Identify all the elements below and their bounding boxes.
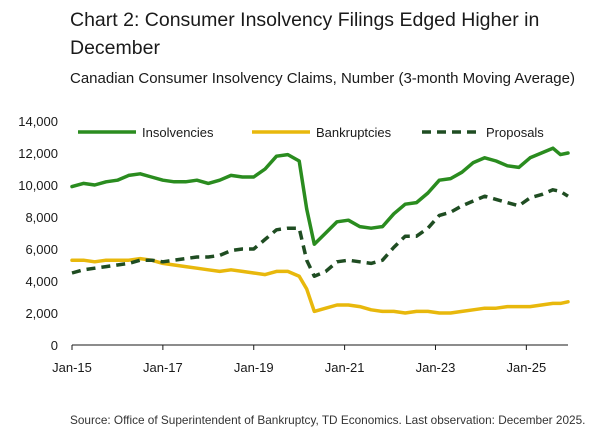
y-tick-label: 4,000: [25, 274, 58, 289]
x-tick-label: Jan-19: [234, 360, 274, 375]
legend-label-proposals: Proposals: [486, 125, 544, 140]
x-tick-label: Jan-21: [325, 360, 365, 375]
chart-source: Source: Office of Superintendent of Bank…: [70, 413, 586, 427]
x-tick-label: Jan-17: [143, 360, 183, 375]
y-tick-label: 12,000: [18, 146, 58, 161]
legend: Insolvencies Bankruptcies Proposals: [78, 125, 544, 140]
y-tick-label: 0: [51, 338, 58, 353]
chart-title: Chart 2: Consumer Insolvency Filings Edg…: [70, 9, 540, 59]
y-axis: 0 2,000 4,000 6,000 8,000 10,000 12,000 14,000: [18, 114, 58, 353]
series-line-proposals: [71, 188, 569, 278]
y-tick-label: 8,000: [25, 210, 58, 225]
series-line-insolvencies: [70, 146, 570, 246]
y-tick-label: 6,000: [25, 242, 58, 257]
x-axis: Jan-15 Jan-17 Jan-19 Jan-21 Jan-23 Jan-25: [52, 344, 568, 375]
x-tick-label: Jan-15: [52, 360, 92, 375]
y-tick-label: 10,000: [18, 178, 58, 193]
y-tick-label: 14,000: [18, 114, 58, 129]
legend-label-bankruptcies: Bankruptcies: [316, 125, 392, 140]
y-tick-label: 2,000: [25, 306, 58, 321]
series-line-bankruptcies: [70, 256, 570, 315]
x-tick-label: Jan-25: [506, 360, 546, 375]
legend-label-insolvencies: Insolvencies: [142, 125, 214, 140]
x-tick-label: Jan-23: [416, 360, 456, 375]
chart-subtitle: Canadian Consumer Insolvency Claims, Num…: [70, 70, 575, 87]
series-layer: [70, 146, 570, 315]
